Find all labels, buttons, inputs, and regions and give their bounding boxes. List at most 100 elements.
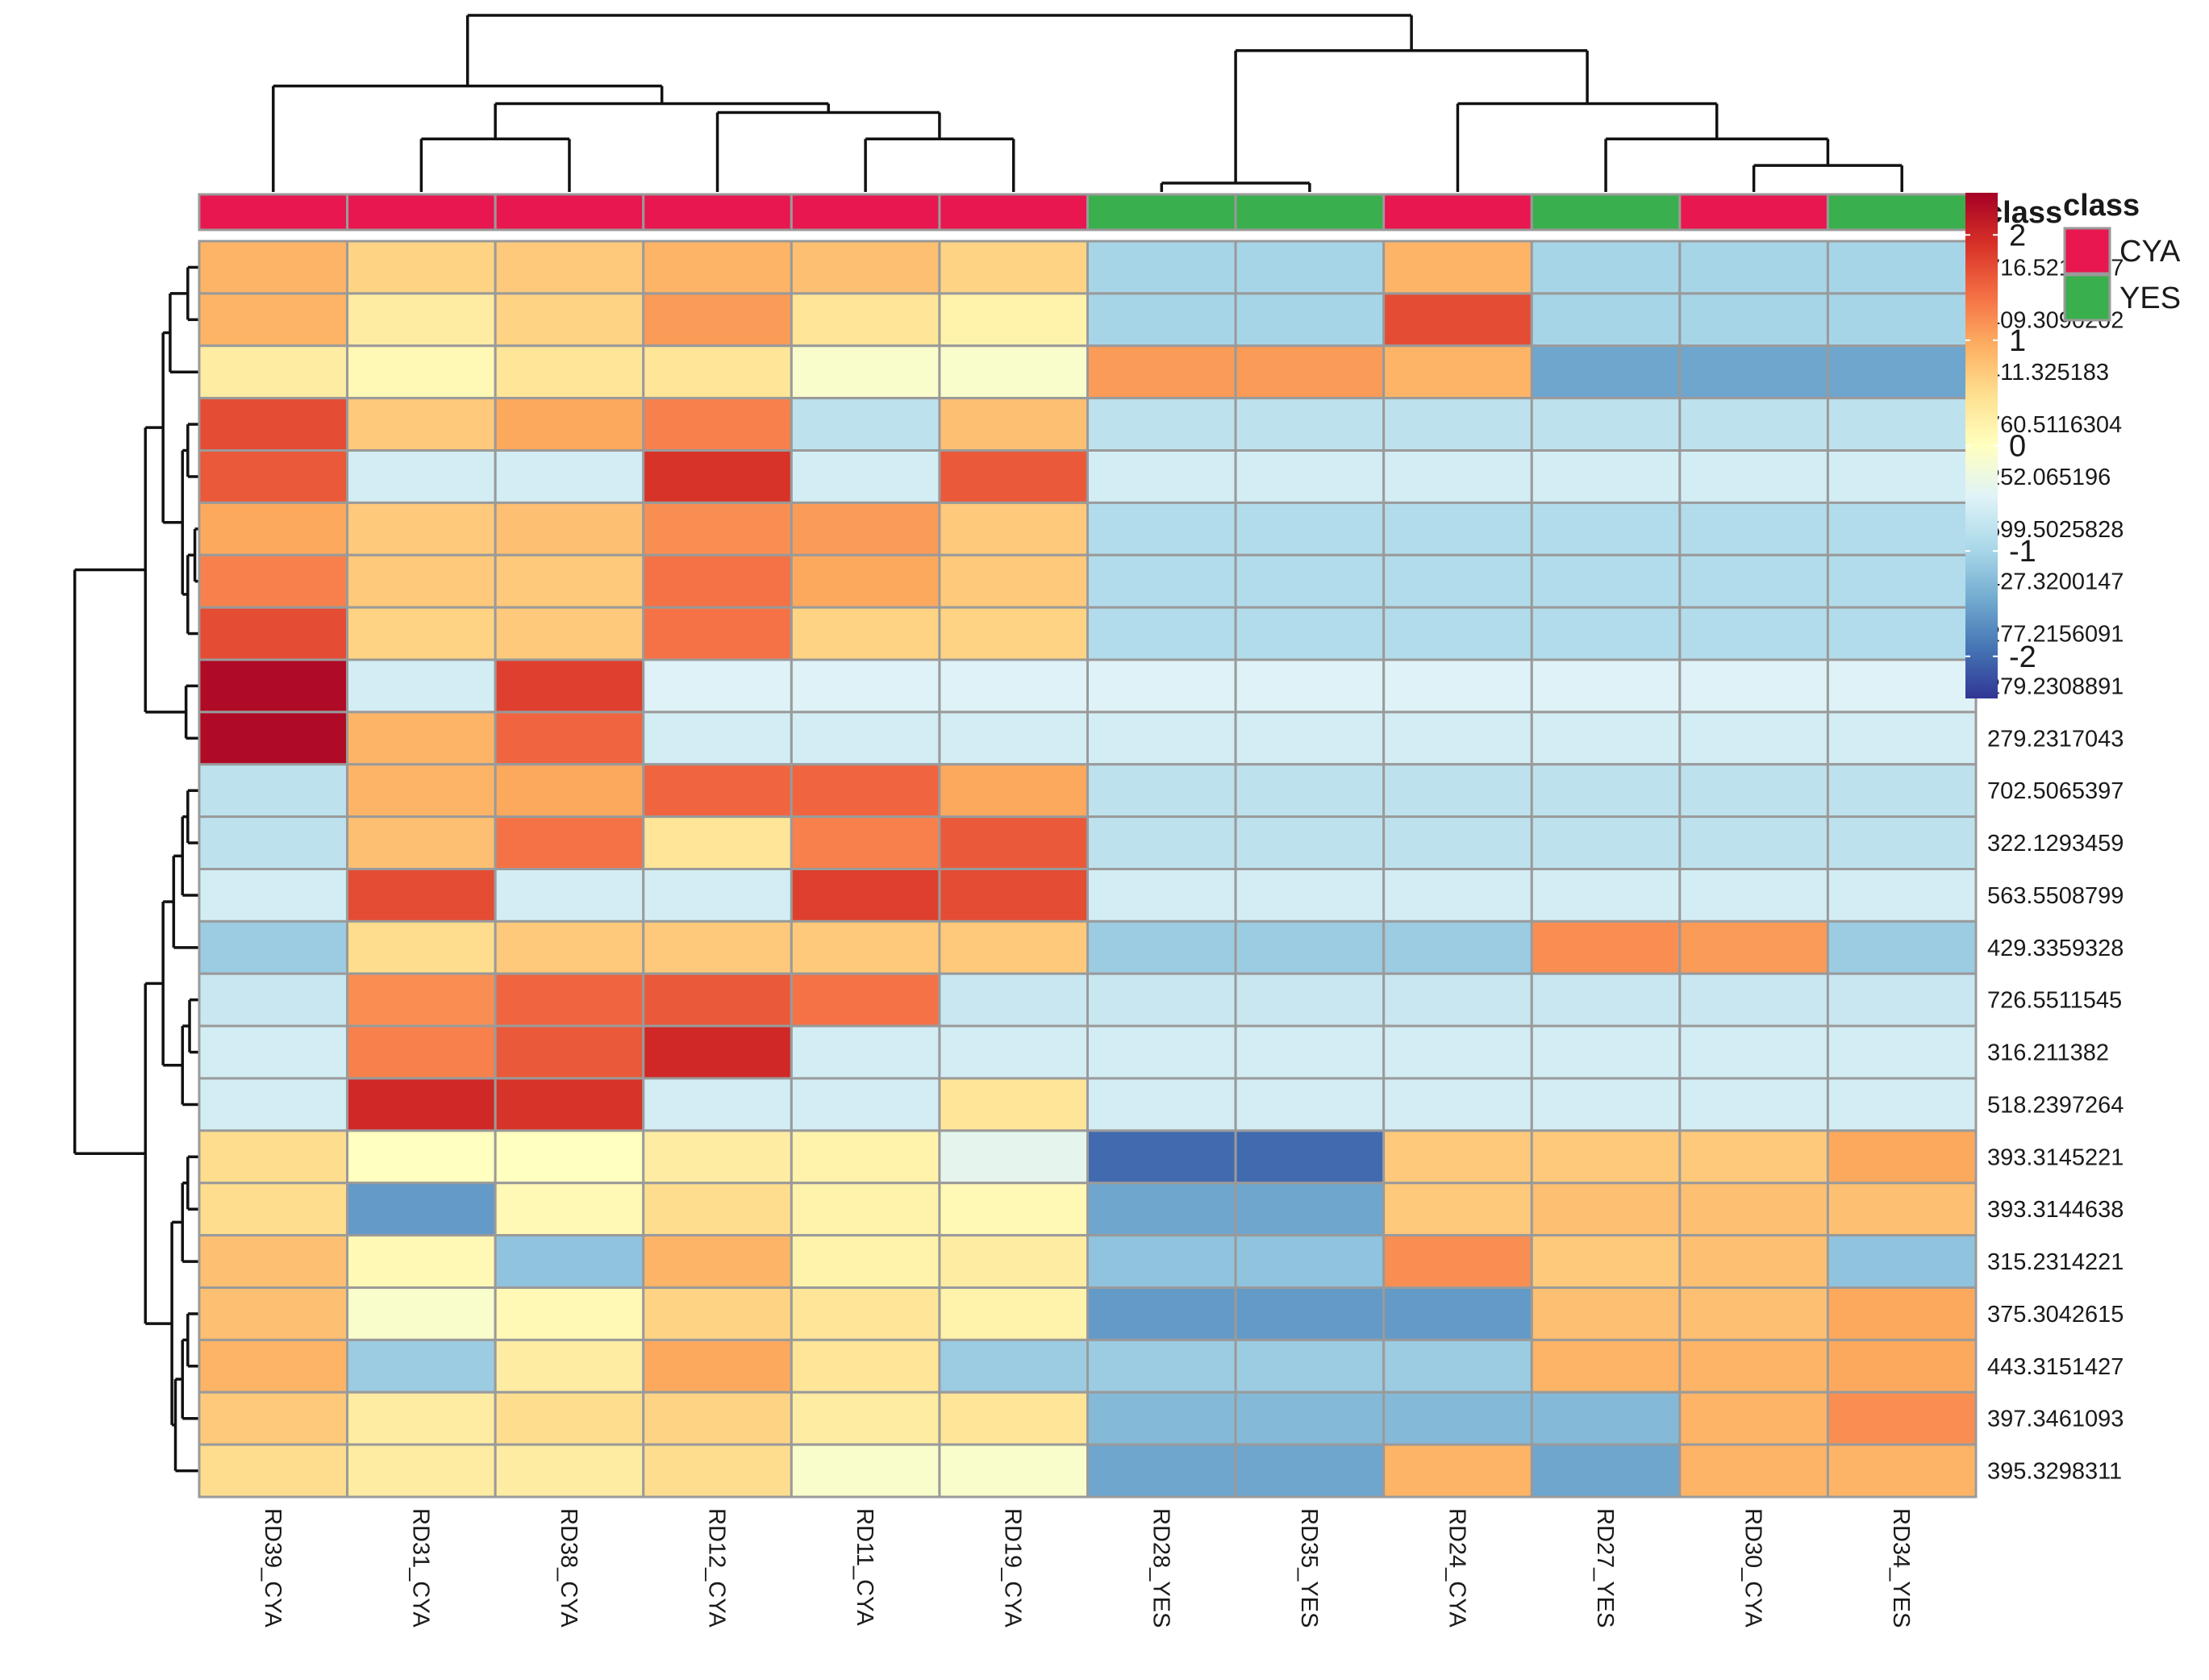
- color-scale-bar: [1965, 193, 1998, 698]
- column-dendrogram: [272, 14, 1903, 192]
- heatmap-cell: [1382, 1234, 1533, 1289]
- heatmap-cell: [1234, 606, 1386, 661]
- annotation-cell: [346, 193, 497, 231]
- heatmap-cell: [1826, 868, 1978, 923]
- heatmap-cell: [1234, 815, 1386, 870]
- heatmap-cell: [642, 1024, 793, 1080]
- heatmap-cell: [1382, 449, 1533, 504]
- heatmap-cell: [642, 553, 793, 609]
- heatmap-cell: [198, 1024, 349, 1080]
- column-label: RD27_YES: [1592, 1508, 1618, 1628]
- heatmap-cell: [1530, 1286, 1682, 1341]
- heatmap-cell: [938, 1286, 1089, 1341]
- heatmap-cell: [494, 868, 645, 923]
- heatmap-cell: [1678, 292, 1829, 348]
- column-label: RD24_CYA: [1444, 1508, 1469, 1628]
- heatmap-cell: [1086, 1390, 1237, 1446]
- heatmap-cell: [1826, 606, 1978, 661]
- heatmap-cell: [1086, 658, 1237, 714]
- heatmap-cell: [494, 1024, 645, 1080]
- annotation-cell: [198, 193, 349, 231]
- heatmap-cell: [346, 711, 497, 766]
- annotation-cell: [1086, 193, 1237, 231]
- heatmap-cell: [346, 1234, 497, 1289]
- row-label: 411.325183: [1987, 360, 2109, 386]
- heatmap-cell: [790, 240, 941, 295]
- heatmap-cell: [494, 397, 645, 452]
- heatmap-cell: [1678, 1286, 1829, 1341]
- row-label: 315.2314221: [1987, 1249, 2124, 1275]
- row-label: 726.5511545: [1987, 988, 2122, 1014]
- heatmap-cell: [1530, 1443, 1682, 1499]
- heatmap-cell: [1382, 1077, 1533, 1132]
- heatmap-cell: [346, 292, 497, 348]
- heatmap-cell: [494, 553, 645, 609]
- heatmap-cell: [494, 1443, 645, 1499]
- heatmap-cell: [1086, 1182, 1237, 1237]
- legend-swatch: [2063, 227, 2111, 275]
- heatmap-cell: [642, 344, 793, 400]
- heatmap-cell: [1826, 1390, 1978, 1446]
- heatmap-cell: [1826, 1443, 1978, 1499]
- heatmap-cell: [1382, 711, 1533, 766]
- heatmap-cell: [1678, 1443, 1829, 1499]
- heatmap-cell: [642, 397, 793, 452]
- heatmap-cell: [346, 606, 497, 661]
- heatmap-cell: [1234, 553, 1386, 609]
- heatmap-cell: [938, 868, 1089, 923]
- heatmap-cell: [1826, 658, 1978, 714]
- column-label: RD31_CYA: [407, 1508, 433, 1628]
- annotation-cell: [642, 193, 793, 231]
- heatmap-cell: [198, 1077, 349, 1132]
- heatmap-cell: [1234, 1390, 1386, 1446]
- annotation-cell: [1530, 193, 1682, 231]
- heatmap-cell: [1530, 1182, 1682, 1237]
- heatmap-cell: [494, 919, 645, 975]
- heatmap-cell: [790, 1129, 941, 1185]
- heatmap-cell: [1382, 1390, 1533, 1446]
- heatmap-cell: [1382, 1443, 1533, 1499]
- color-scale-legend: 2 1 0 -1 -2: [1965, 193, 2036, 698]
- annotation-cell: [790, 193, 941, 231]
- legend-swatch: [2063, 273, 2111, 322]
- heatmap-cell: [1234, 868, 1386, 923]
- heatmap-cell: [790, 658, 941, 714]
- heatmap-cell: [346, 501, 497, 557]
- heatmap-cell: [1530, 815, 1682, 870]
- heatmap-cell: [938, 763, 1089, 819]
- column-label: RD28_YES: [1148, 1508, 1173, 1628]
- heatmap-cell: [1382, 972, 1533, 1028]
- heatmap-cell: [790, 763, 941, 819]
- heatmap-cell: [790, 1182, 941, 1237]
- heatmap-cell: [1382, 868, 1533, 923]
- heatmap-cell: [938, 1234, 1089, 1289]
- heatmap-cell: [346, 240, 497, 295]
- heatmap-cell: [1826, 1077, 1978, 1132]
- heatmap-cell: [346, 1443, 497, 1499]
- heatmap-cell: [1678, 919, 1829, 975]
- heatmap-cell: [198, 1338, 349, 1394]
- heatmap-cell: [790, 292, 941, 348]
- column-label: RD30_CYA: [1740, 1508, 1766, 1628]
- heatmap-cell: [790, 1286, 941, 1341]
- heatmap-cell: [642, 1129, 793, 1185]
- heatmap-cell: [790, 815, 941, 870]
- heatmap-cell: [1826, 1129, 1978, 1185]
- heatmap-cell: [790, 344, 941, 400]
- heatmap-cell: [198, 501, 349, 557]
- heatmap-cell: [1234, 1077, 1386, 1132]
- heatmap-cell: [938, 1024, 1089, 1080]
- heatmap-cell: [1086, 1024, 1237, 1080]
- heatmap-cell: [1530, 711, 1682, 766]
- heatmap-cell: [642, 1338, 793, 1394]
- heatmap-cell: [1826, 292, 1978, 348]
- heatmap-cell: [1234, 501, 1386, 557]
- heatmap-cell: [1530, 501, 1682, 557]
- heatmap-cell: [198, 815, 349, 870]
- heatmap-cell: [494, 1286, 645, 1341]
- row-dendrogram: [73, 265, 198, 1473]
- heatmap-cell: [1234, 240, 1386, 295]
- heatmap-cell: [642, 815, 793, 870]
- row-label: 443.3151427: [1987, 1354, 2124, 1380]
